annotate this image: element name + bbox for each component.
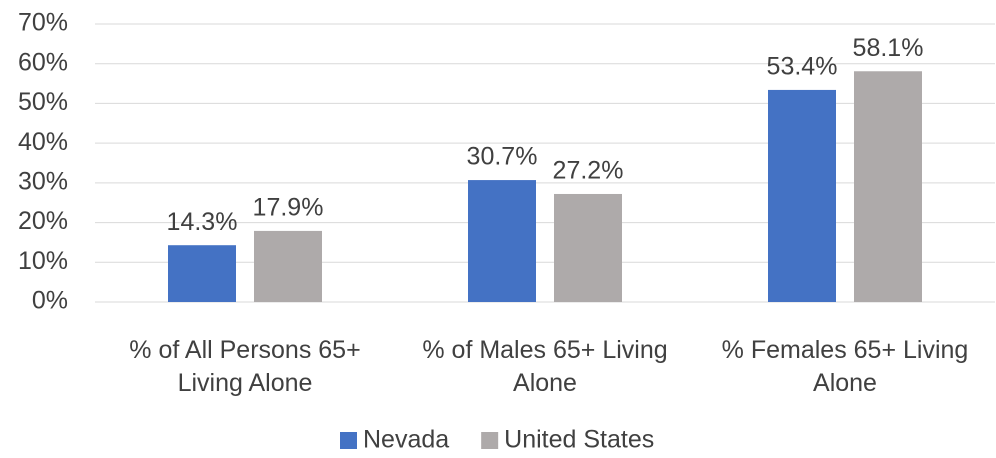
data-label: 14.3% xyxy=(167,208,238,236)
x-tick-label: % of Males 65+ Living Alone xyxy=(422,336,668,397)
bar xyxy=(468,180,536,302)
bar xyxy=(554,193,622,302)
bar xyxy=(168,245,236,302)
y-tick-label: 60% xyxy=(18,48,68,76)
legend-swatch xyxy=(340,432,357,449)
y-tick-label: 0% xyxy=(32,287,68,315)
bar xyxy=(854,71,922,302)
data-label: 53.4% xyxy=(767,53,838,81)
y-tick-label: 10% xyxy=(18,247,68,275)
y-tick-label: 30% xyxy=(18,167,68,195)
legend-swatch xyxy=(481,432,499,449)
legend-label: Nevada xyxy=(363,426,449,454)
y-tick-label: 70% xyxy=(18,9,68,37)
legend-label: United States xyxy=(504,426,654,454)
data-label: 17.9% xyxy=(253,194,324,222)
bar xyxy=(768,89,836,302)
data-label: 30.7% xyxy=(467,143,538,171)
y-tick-label: 20% xyxy=(18,207,68,235)
x-tick-label: % of All Persons 65+ Living Alone xyxy=(129,336,361,397)
bar xyxy=(254,230,322,302)
data-label: 58.1% xyxy=(853,34,924,62)
y-tick-label: 40% xyxy=(18,128,68,156)
y-tick-label: 50% xyxy=(18,88,68,116)
x-tick-label: % Females 65+ Living Alone xyxy=(721,336,969,397)
data-label: 27.2% xyxy=(553,157,624,185)
